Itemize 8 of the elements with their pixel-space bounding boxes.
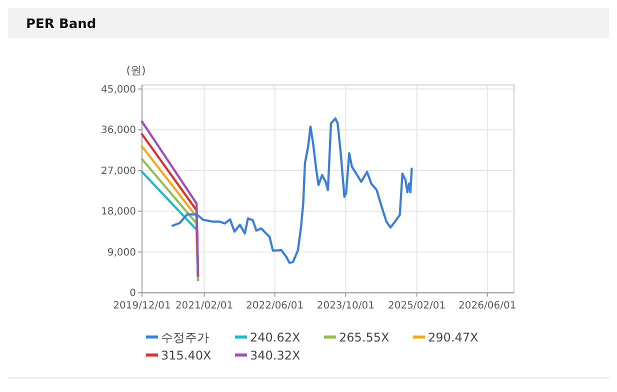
legend-label: 340.32X	[250, 348, 300, 362]
title: PER Band	[26, 17, 96, 32]
ylabel: (원)	[126, 64, 146, 77]
legend-label: 수정주가	[161, 330, 209, 344]
legend-label: 240.62X	[250, 330, 300, 344]
legend-label: 315.40X	[161, 348, 212, 362]
legend-label: 290.47X	[428, 330, 478, 344]
legend-label: 265.55X	[339, 330, 390, 344]
